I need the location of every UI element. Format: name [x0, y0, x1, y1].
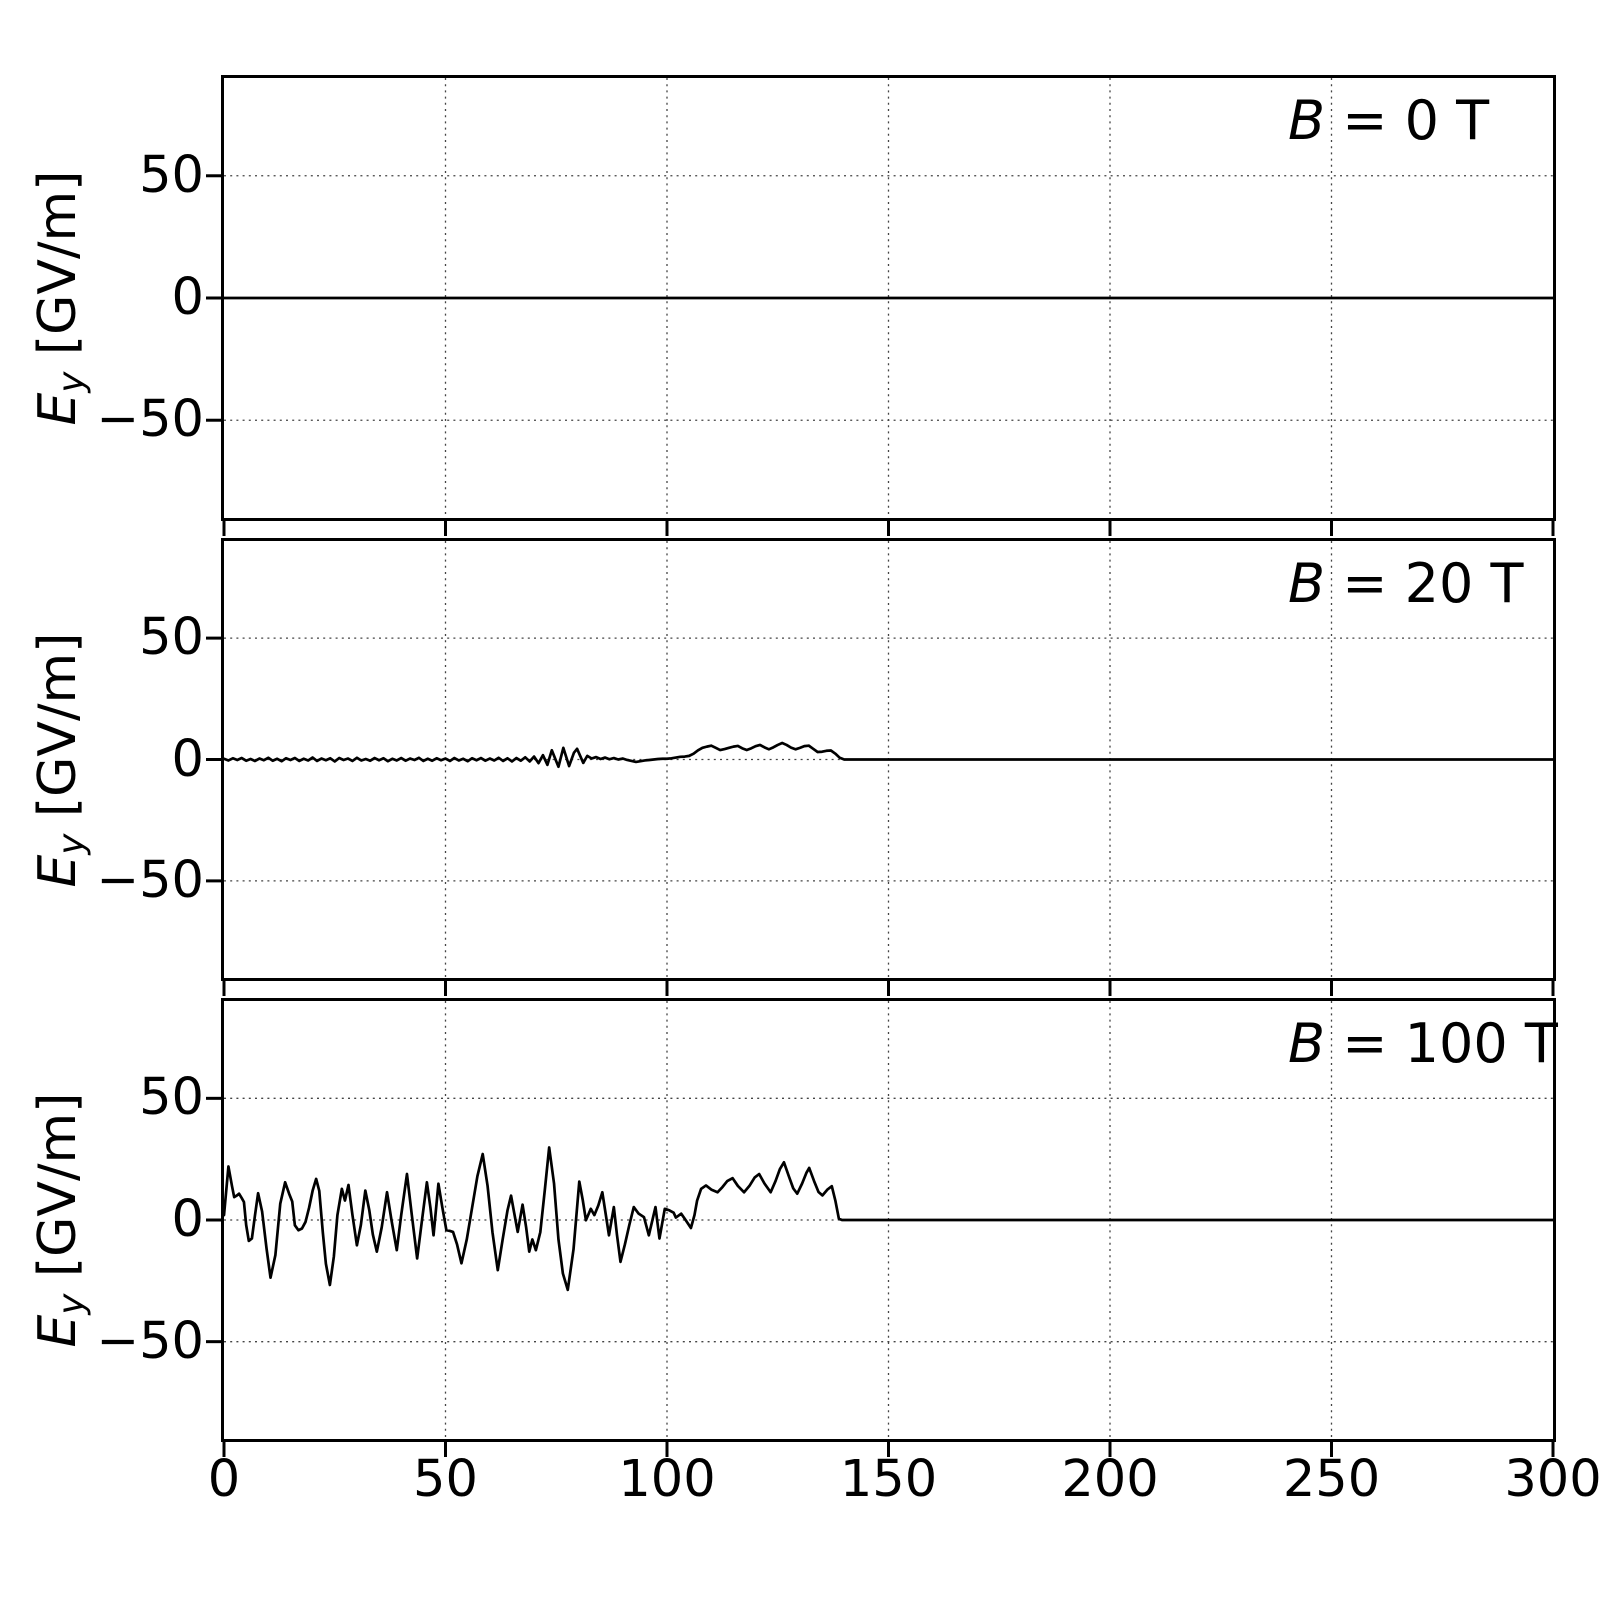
annotation-b100-value: = 100 T: [1325, 1012, 1558, 1075]
annotation-b20-value: = 20 T: [1325, 552, 1524, 615]
y-axis-label-sub: y: [50, 1293, 92, 1315]
y-axis-label-sub: y: [50, 833, 92, 855]
y-tick-label: 50: [139, 1068, 204, 1128]
x-tick-label: 300: [1504, 1450, 1600, 1509]
annotation-b0-value: = 0 T: [1325, 89, 1490, 152]
y-tick-label: 50: [139, 145, 204, 205]
x-tick-label: 200: [1061, 1450, 1159, 1509]
y-tick-label: −50: [96, 390, 204, 450]
y-tick-label: −50: [96, 850, 204, 910]
x-tick-label: 150: [839, 1450, 938, 1509]
x-tick-label: 250: [1282, 1450, 1381, 1509]
x-tick-label: 100: [618, 1450, 716, 1509]
annotation-b100-var: B: [1288, 1012, 1326, 1075]
x-tick-label: 50: [413, 1450, 478, 1509]
y-tick-label: 50: [139, 608, 204, 668]
annotation-b0-var: B: [1288, 89, 1326, 152]
x-tick-label: 0: [207, 1450, 241, 1509]
annotation-b20: B = 20 T: [1288, 552, 1524, 615]
panel-b100: B = 100 T: [206, 998, 1558, 1457]
y-tick-label: 0: [171, 729, 204, 789]
plot-area-b0: [206, 78, 1555, 536]
panel-b20: B = 20 T: [206, 538, 1556, 996]
y-tick-label: −50: [96, 1311, 204, 1371]
y-tick-label: 0: [171, 268, 204, 327]
panel-b0: B = 0 T: [206, 75, 1556, 536]
trace-line: [222, 741, 1555, 769]
plot-area-b20: [206, 541, 1555, 996]
annotation-b0: B = 0 T: [1288, 89, 1490, 152]
annotation-b20-var: B: [1288, 552, 1326, 615]
annotation-b100: B = 100 T: [1288, 1012, 1558, 1075]
y-axis-label-sub: y: [50, 371, 92, 393]
y-tick-label: 0: [171, 1190, 204, 1249]
plot-area-b100: [206, 1001, 1555, 1457]
trace-line: [222, 1146, 1555, 1292]
